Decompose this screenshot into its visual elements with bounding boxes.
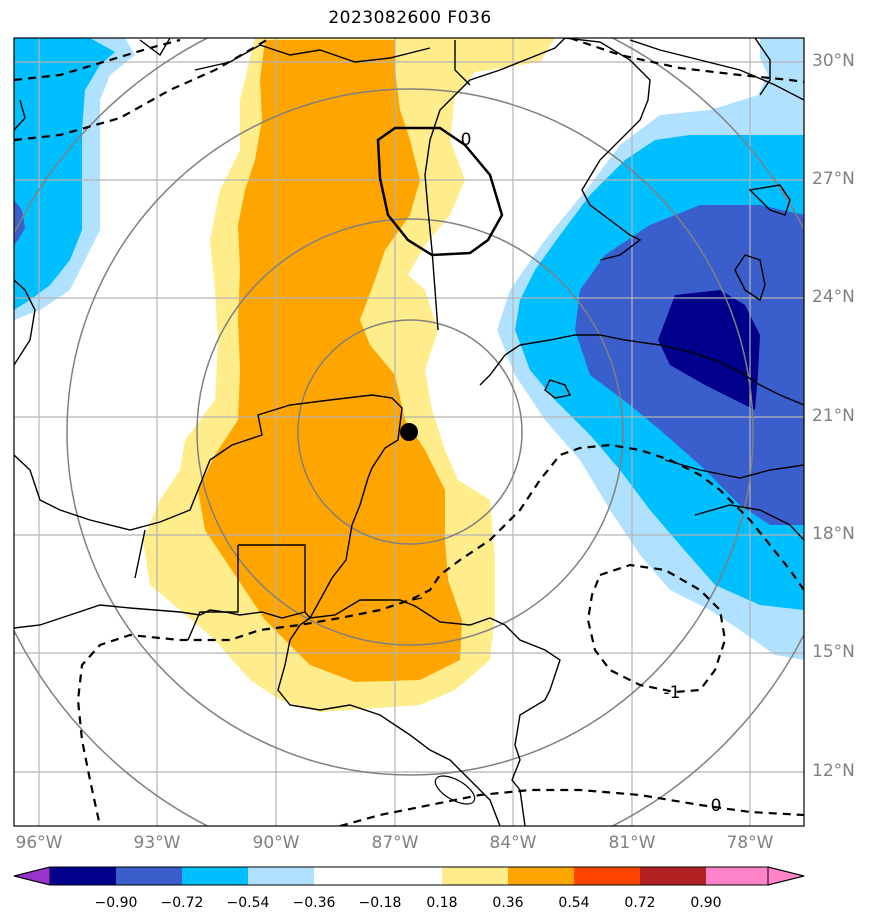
colorbar-segment-4: [248, 867, 314, 885]
lon-label-93w: 93°W: [133, 833, 181, 853]
colorbar-tick-2: −0.72: [160, 895, 204, 911]
positive-anomaly-strong: [198, 40, 462, 682]
colorbar-segment-6: [380, 867, 442, 885]
lat-label-24n: 24°N: [812, 287, 855, 307]
colorbar-segment-5: [314, 867, 380, 885]
map-frame: [13, 37, 805, 827]
lon-label-96w: 96°W: [15, 833, 63, 853]
colorbar-segment-9: [574, 867, 640, 885]
colorbar-under-arrow: [13, 866, 51, 886]
center-point-marker: [400, 423, 418, 441]
solid-contour-zero: [376, 126, 504, 257]
graticule: [14, 38, 804, 826]
dashed-contours: [14, 38, 804, 826]
coastlines: [14, 38, 804, 826]
colorbar-segment-1: [50, 867, 116, 885]
lon-label-78w: 78°W: [726, 833, 774, 853]
range-rings: [14, 38, 804, 826]
lat-label-18n: 18°N: [812, 524, 855, 544]
contour-label-neg-one: -1: [664, 683, 681, 703]
colorbar-tick-5: −0.18: [358, 895, 402, 911]
lon-label-87w: 87°W: [371, 833, 419, 853]
small-islands: [411, 597, 476, 805]
colorbar-tick-4: −0.36: [292, 895, 336, 911]
colorbar-segment-11: [706, 867, 768, 885]
map-title: 2023082600 F036: [328, 8, 492, 28]
colorbar-tick-10: 0.90: [690, 895, 722, 911]
contour-label-zero-north: 0: [461, 130, 472, 150]
colorbar-segment-3: [182, 867, 248, 885]
colorbar-segment-7: [442, 867, 508, 885]
map-content: 0 -1 0: [14, 38, 804, 826]
lon-label-84w: 84°W: [489, 833, 537, 853]
colorbar-segment-10: [640, 867, 706, 885]
lon-label-90w: 90°W: [252, 833, 300, 853]
colorbar-tick-7: 0.36: [492, 895, 524, 911]
colorbar-tick-9: 0.72: [624, 895, 656, 911]
colorbar-tick-3: −0.54: [226, 895, 270, 911]
colorbar: [13, 866, 805, 886]
colorbar-tick-8: 0.54: [558, 895, 590, 911]
lat-label-27n: 27°N: [812, 169, 855, 189]
lon-label-81w: 81°W: [608, 833, 656, 853]
colorbar-tick-6: 0.18: [426, 895, 458, 911]
lat-label-30n: 30°N: [812, 51, 855, 71]
colorbar-over-arrow: [767, 866, 805, 886]
colorbar-segment-2: [116, 867, 182, 885]
colorbar-tick-1: −0.90: [94, 895, 138, 911]
lat-label-21n: 21°N: [812, 406, 855, 426]
lat-label-12n: 12°N: [812, 761, 855, 781]
lat-label-15n: 15°N: [812, 642, 855, 662]
contour-label-zero-south: 0: [711, 796, 722, 816]
colorbar-segment-8: [508, 867, 574, 885]
